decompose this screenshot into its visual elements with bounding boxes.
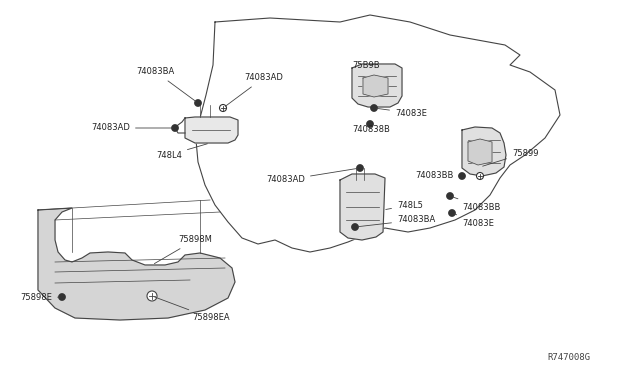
Text: 74083AD: 74083AD — [225, 74, 283, 106]
Text: 74083E: 74083E — [454, 214, 494, 228]
Text: 74083BA: 74083BA — [358, 215, 435, 227]
Polygon shape — [352, 64, 402, 107]
Polygon shape — [185, 117, 238, 143]
Circle shape — [449, 209, 456, 217]
Circle shape — [220, 105, 227, 112]
Circle shape — [195, 99, 202, 106]
Polygon shape — [340, 174, 385, 240]
Text: 74083AD: 74083AD — [266, 169, 357, 185]
Text: 75898E: 75898E — [20, 294, 60, 302]
Text: 74083BA: 74083BA — [137, 67, 196, 101]
Text: 74083E: 74083E — [377, 108, 427, 118]
Text: 75899: 75899 — [483, 148, 538, 166]
Circle shape — [367, 121, 374, 128]
Text: 75B9B: 75B9B — [352, 61, 380, 70]
Polygon shape — [363, 75, 388, 97]
Circle shape — [351, 224, 358, 231]
Polygon shape — [38, 208, 235, 320]
Circle shape — [356, 164, 364, 171]
Text: 75898M: 75898M — [154, 235, 212, 264]
Text: R747008G: R747008G — [547, 353, 590, 362]
Circle shape — [371, 105, 378, 112]
Circle shape — [172, 125, 179, 131]
Text: 74083BB: 74083BB — [452, 197, 500, 212]
Circle shape — [458, 173, 465, 180]
Circle shape — [58, 294, 65, 301]
Text: 748L4: 748L4 — [156, 144, 207, 160]
Polygon shape — [468, 139, 492, 165]
Text: 74083BB: 74083BB — [415, 171, 460, 180]
Circle shape — [447, 192, 454, 199]
Text: 748L5: 748L5 — [386, 201, 423, 209]
Circle shape — [477, 173, 483, 180]
Text: 75898EA: 75898EA — [155, 297, 230, 323]
Circle shape — [147, 291, 157, 301]
Polygon shape — [462, 127, 506, 176]
Text: 740838B: 740838B — [352, 125, 390, 135]
Text: 74083AD: 74083AD — [91, 124, 172, 132]
